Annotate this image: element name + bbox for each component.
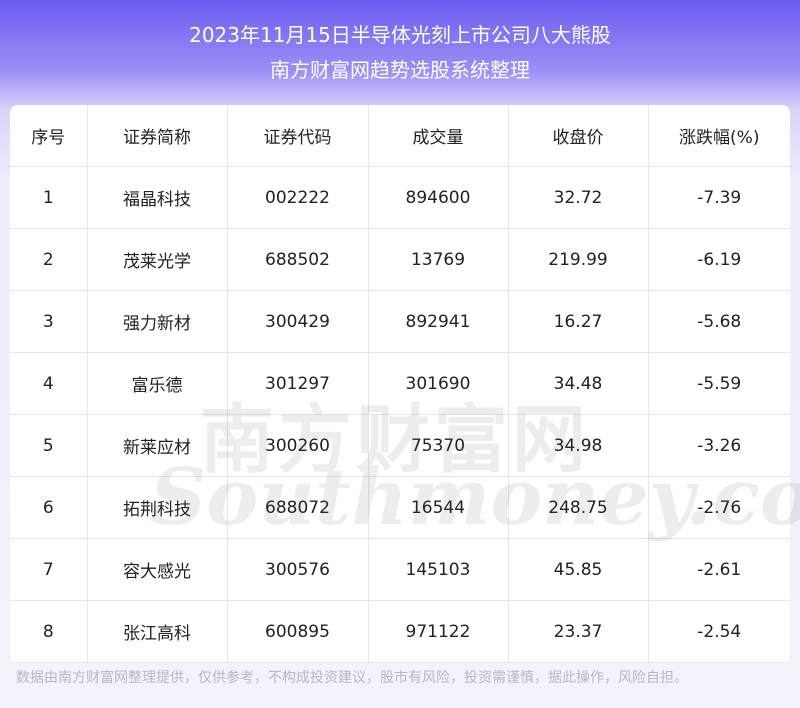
cell-change: -3.26 xyxy=(647,414,790,477)
cell-index: 3 xyxy=(10,290,88,353)
table-row: 1 福晶科技 002222 894600 32.72 -7.39 xyxy=(10,166,790,229)
column-header-volume: 成交量 xyxy=(367,105,509,167)
header: 2023年11月15日半导体光刻上市公司八大熊股 南方财富网趋势选股系统整理 xyxy=(0,0,800,100)
cell-name: 容大感光 xyxy=(86,538,228,601)
page-subtitle: 南方财富网趋势选股系统整理 xyxy=(270,58,530,82)
footer-disclaimer: 数据由南方财富网整理提供，仅供参考，不构成投资建议，股市有风险，投资需谨慎，据此… xyxy=(16,670,688,686)
cell-index: 1 xyxy=(10,166,88,229)
cell-volume: 301690 xyxy=(367,352,509,415)
cell-code: 300429 xyxy=(226,290,369,353)
cell-name: 福晶科技 xyxy=(86,166,228,229)
cell-code: 688502 xyxy=(226,228,369,291)
cell-code: 688072 xyxy=(226,476,369,539)
table-row: 5 新莱应材 300260 75370 34.98 -3.26 xyxy=(10,414,790,477)
cell-close: 23.37 xyxy=(507,600,649,663)
cell-index: 4 xyxy=(10,352,88,415)
stock-table: 序号 证券简称 证券代码 成交量 收盘价 涨跌幅(%) 1 福晶科技 00222… xyxy=(10,105,790,663)
data-card: 序号 证券简称 证券代码 成交量 收盘价 涨跌幅(%) 1 福晶科技 00222… xyxy=(10,105,790,663)
cell-volume: 75370 xyxy=(367,414,509,477)
table-row: 2 茂莱光学 688502 13769 219.99 -6.19 xyxy=(10,228,790,291)
table-row: 8 张江高科 600895 971122 23.37 -2.54 xyxy=(10,600,790,663)
cell-name: 强力新材 xyxy=(86,290,228,353)
cell-volume: 971122 xyxy=(367,600,509,663)
column-header-close: 收盘价 xyxy=(507,105,649,167)
cell-name: 富乐德 xyxy=(86,352,228,415)
cell-change: -2.61 xyxy=(647,538,790,601)
cell-name: 新莱应材 xyxy=(86,414,228,477)
cell-code: 301297 xyxy=(226,352,369,415)
cell-close: 34.98 xyxy=(507,414,649,477)
cell-name: 拓荆科技 xyxy=(86,476,228,539)
cell-change: -2.76 xyxy=(647,476,790,539)
cell-index: 6 xyxy=(10,476,88,539)
cell-volume: 13769 xyxy=(367,228,509,291)
cell-index: 5 xyxy=(10,414,88,477)
cell-name: 茂莱光学 xyxy=(86,228,228,291)
cell-index: 2 xyxy=(10,228,88,291)
table-header-row: 序号 证券简称 证券代码 成交量 收盘价 涨跌幅(%) xyxy=(10,105,790,167)
cell-change: -2.54 xyxy=(647,600,790,663)
cell-change: -6.19 xyxy=(647,228,790,291)
page-title: 2023年11月15日半导体光刻上市公司八大熊股 xyxy=(189,23,611,47)
cell-close: 248.75 xyxy=(507,476,649,539)
cell-code: 300576 xyxy=(226,538,369,601)
table-row: 7 容大感光 300576 145103 45.85 -2.61 xyxy=(10,538,790,601)
cell-name: 张江高科 xyxy=(86,600,228,663)
table-row: 4 富乐德 301297 301690 34.48 -5.59 xyxy=(10,352,790,415)
cell-code: 600895 xyxy=(226,600,369,663)
column-header-index: 序号 xyxy=(10,105,88,167)
cell-volume: 894600 xyxy=(367,166,509,229)
cell-change: -5.68 xyxy=(647,290,790,353)
cell-code: 002222 xyxy=(226,166,369,229)
cell-index: 8 xyxy=(10,600,88,663)
cell-close: 34.48 xyxy=(507,352,649,415)
cell-close: 219.99 xyxy=(507,228,649,291)
cell-change: -7.39 xyxy=(647,166,790,229)
cell-volume: 145103 xyxy=(367,538,509,601)
cell-close: 16.27 xyxy=(507,290,649,353)
cell-volume: 16544 xyxy=(367,476,509,539)
column-header-name: 证券简称 xyxy=(86,105,228,167)
table-row: 3 强力新材 300429 892941 16.27 -5.68 xyxy=(10,290,790,353)
table-row: 6 拓荆科技 688072 16544 248.75 -2.76 xyxy=(10,476,790,539)
column-header-change: 涨跌幅(%) xyxy=(647,105,790,167)
cell-change: -5.59 xyxy=(647,352,790,415)
cell-code: 300260 xyxy=(226,414,369,477)
cell-volume: 892941 xyxy=(367,290,509,353)
column-header-code: 证券代码 xyxy=(226,105,369,167)
cell-index: 7 xyxy=(10,538,88,601)
cell-close: 45.85 xyxy=(507,538,649,601)
cell-close: 32.72 xyxy=(507,166,649,229)
